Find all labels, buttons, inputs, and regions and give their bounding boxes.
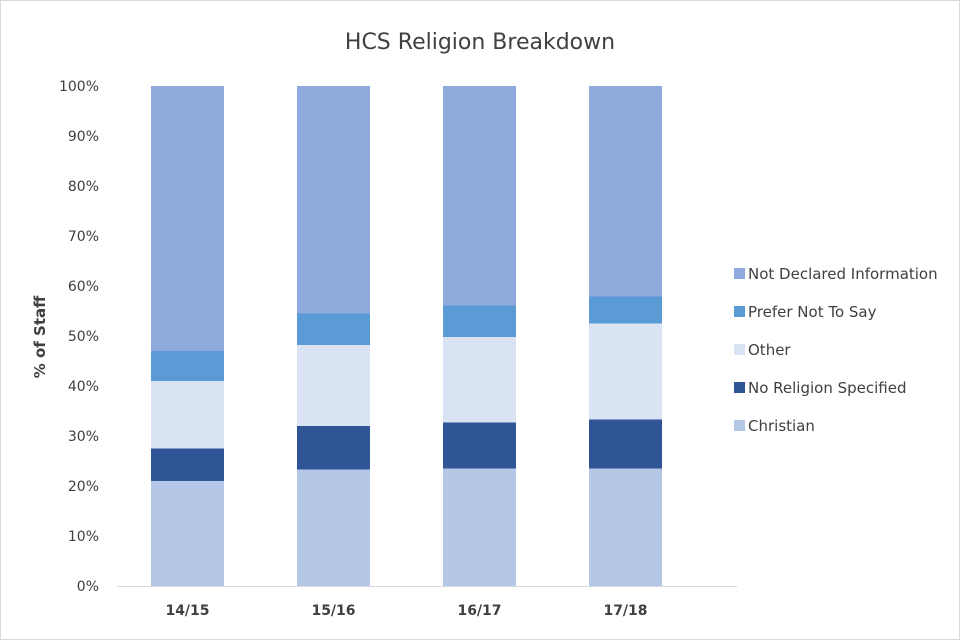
- y-axis-label: % of Staff: [31, 295, 49, 378]
- bar-segment: [443, 337, 516, 423]
- x-tick-label: 17/18: [603, 603, 647, 619]
- legend-swatch: [734, 420, 745, 431]
- chart-title: HCS Religion Breakdown: [345, 30, 615, 55]
- bar-segment: [151, 351, 224, 381]
- bar-segment: [443, 468, 516, 586]
- y-tick-label: 70%: [68, 229, 99, 245]
- x-tick-label: 14/15: [165, 603, 209, 619]
- legend-swatch: [734, 306, 745, 317]
- bar-segment: [443, 422, 516, 469]
- y-tick-label: 50%: [68, 329, 99, 345]
- bar-segment: [297, 86, 370, 314]
- y-tick-label: 30%: [68, 429, 99, 445]
- legend: Not Declared Information Prefer Not To Sa…: [734, 265, 938, 435]
- legend-label: Prefer Not To Say: [748, 303, 877, 321]
- bar-segment: [151, 481, 224, 586]
- y-tick-label: 10%: [68, 529, 99, 545]
- y-tick-label: 40%: [68, 379, 99, 395]
- y-tick-label: 20%: [68, 479, 99, 495]
- bars-group: [151, 86, 662, 586]
- bar-segment: [589, 86, 662, 297]
- bar-segment: [297, 426, 370, 470]
- y-tick-label: 0%: [77, 579, 99, 595]
- legend-label: Not Declared Information: [748, 265, 938, 283]
- bar-segment: [297, 345, 370, 426]
- bar-segment: [589, 419, 662, 469]
- bar-segment: [297, 469, 370, 586]
- bar-segment: [589, 296, 662, 324]
- bar-segment: [589, 468, 662, 586]
- y-tick-label: 90%: [68, 129, 99, 145]
- y-tick-label: 80%: [68, 179, 99, 195]
- y-tick-label: 100%: [59, 79, 99, 95]
- x-tick-label: 15/16: [311, 603, 355, 619]
- legend-swatch: [734, 382, 745, 393]
- bar-segment: [151, 86, 224, 351]
- y-axis: 0% 10% 20% 30% 40% 50% 60% 70% 80% 90% 100%: [59, 79, 99, 595]
- x-axis: 14/15 15/16 16/17 17/18: [165, 603, 647, 619]
- legend-label: No Religion Specified: [748, 379, 907, 397]
- bar-segment: [589, 323, 662, 420]
- bar-segment: [151, 381, 224, 449]
- legend-swatch: [734, 344, 745, 355]
- bar-segment: [443, 305, 516, 337]
- x-tick-label: 16/17: [457, 603, 501, 619]
- legend-swatch: [734, 268, 745, 279]
- legend-label: Other: [748, 341, 791, 359]
- y-tick-label: 60%: [68, 279, 99, 295]
- bar-segment: [151, 448, 224, 481]
- bar-segment: [443, 86, 516, 306]
- legend-label: Christian: [748, 417, 815, 435]
- bar-segment: [297, 313, 370, 345]
